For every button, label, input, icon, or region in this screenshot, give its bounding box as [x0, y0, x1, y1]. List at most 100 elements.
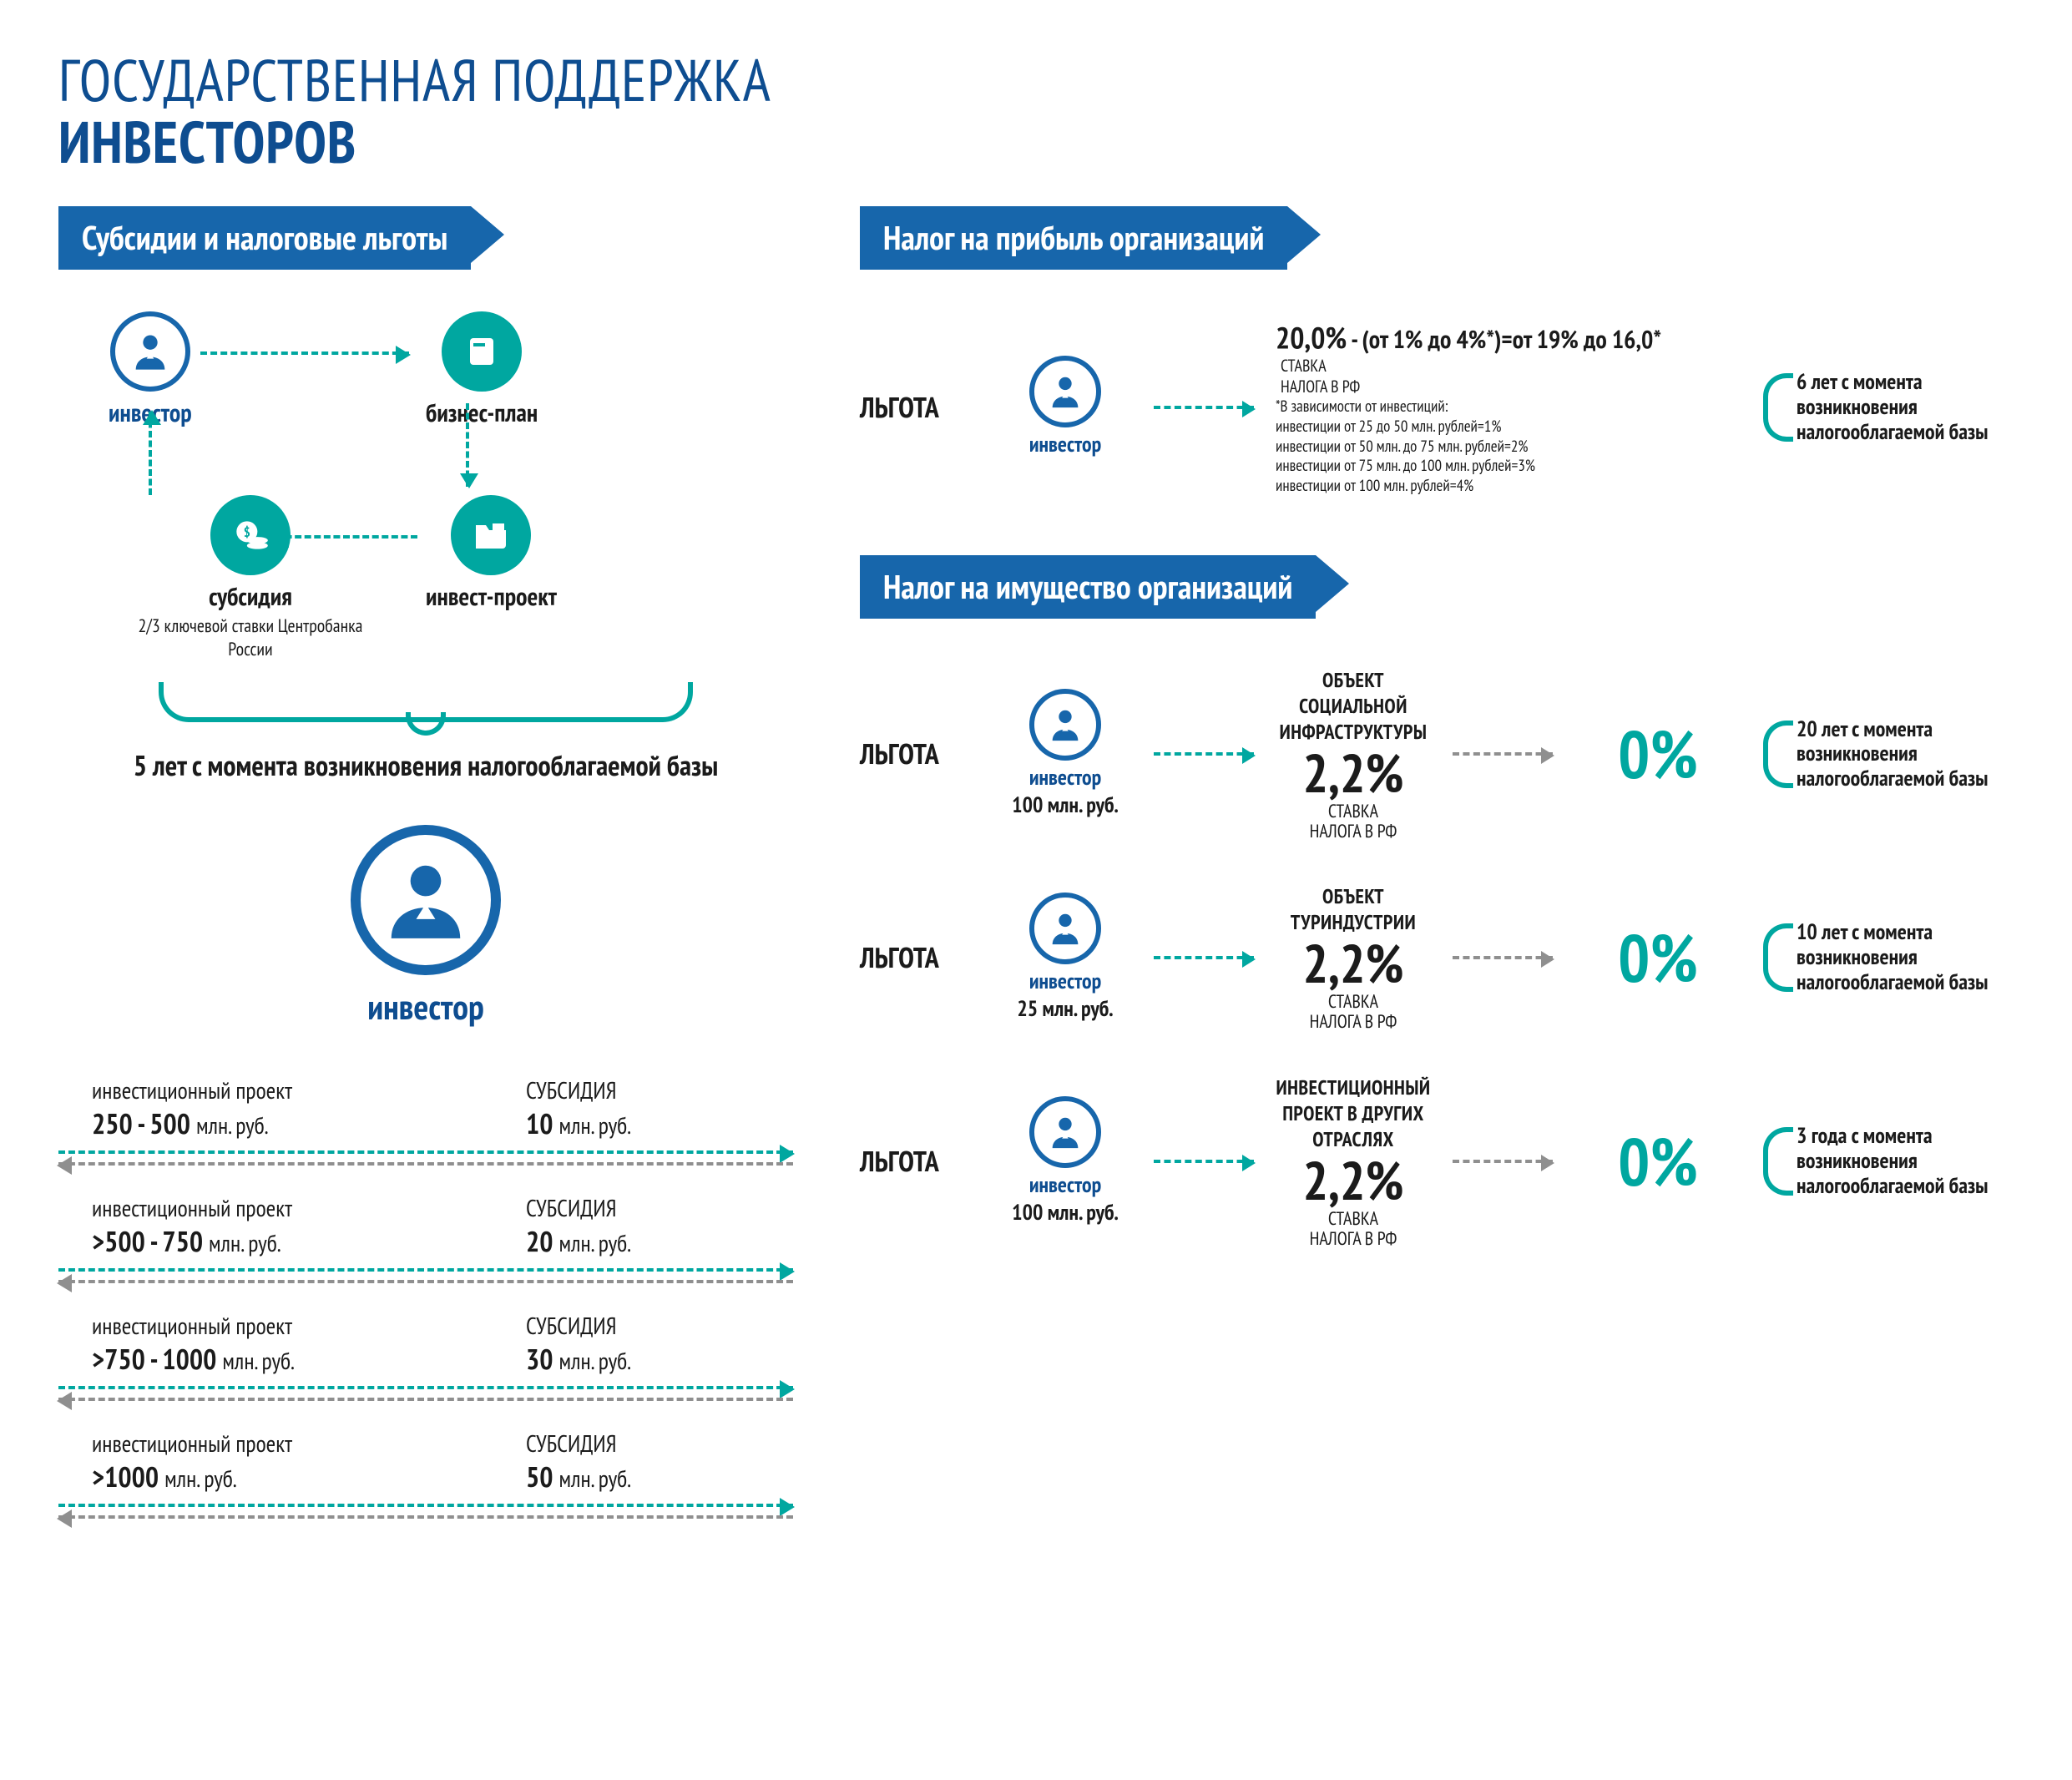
arrow-grey-icon [1453, 1160, 1553, 1163]
tier-proj-label: инвестиционный проект [92, 1075, 467, 1105]
arrow-out-icon [58, 1268, 793, 1272]
big-investor-label: инвестор [58, 984, 793, 1029]
arrow-in-icon [58, 1280, 793, 1283]
property-investor: инвестор 100 млн. руб. [998, 1096, 1132, 1226]
zero-percent: 0% [1574, 711, 1741, 797]
investor-label: инвестор [998, 968, 1132, 995]
arrow-inv-to-plan [200, 351, 409, 355]
property-mid: ОБЪЕКТ СОЦИАЛЬНОЙ ИНФРАСТРУКТУРЫ 2,2% СТ… [1276, 667, 1431, 842]
curly-brace [159, 682, 693, 722]
tier-proj-range: >750 - 1000 млн. руб. [92, 1341, 467, 1378]
investor-amount: 100 млн. руб. [998, 791, 1132, 819]
fnote-line: инвестиции от 100 млн. рублей=4% [1276, 476, 1473, 496]
property-duration: 3 года с момента возникновения налогообл… [1763, 1124, 2014, 1199]
rate-sub: СТАВКАНАЛОГА В РФ [1276, 992, 1431, 1032]
profit-details: 20,0% - (от 1% до 4%*)=от 19% до 16,0* С… [1276, 318, 1741, 497]
investor-icon [1029, 1096, 1101, 1168]
arrow-in-icon [58, 1515, 793, 1519]
fnote-line: инвестиции от 75 млн. до 100 млн. рублей… [1276, 456, 1535, 476]
node-invest-project-label: инвест-проект [426, 580, 557, 613]
property-benefit-row: ЛЬГОТА инвестор 25 млн. руб. ОБЪЕКТ ТУРИ… [860, 883, 2014, 1032]
tier-sub-label: СУБСИДИЯ [526, 1075, 760, 1105]
arrow-in-icon [58, 1162, 793, 1166]
arrow-plan-to-project [466, 403, 469, 487]
rate-value: 2,2% [1276, 1154, 1431, 1207]
subsidy-tiers: инвестиционный проект 250 - 500 млн. руб… [58, 1063, 793, 1534]
tier-sub-amount: 30 млн. руб. [526, 1341, 760, 1378]
arrow-out-icon [58, 1504, 793, 1507]
rate-sub: СТАВКАНАЛОГА В РФ [1276, 1209, 1431, 1249]
node-biz-plan-label: бизнес-план [426, 397, 538, 429]
investor-label: инвестор [998, 431, 1132, 458]
tier-row: инвестиционный проект 250 - 500 млн. руб… [58, 1063, 793, 1181]
tier-proj-range: >500 - 750 млн. руб. [92, 1223, 467, 1260]
ribbon-property-tax: Налог на имущество организаций [860, 555, 1316, 619]
investor-icon [1029, 356, 1101, 427]
object-label: ОБЪЕКТ ТУРИНДУСТРИИ [1276, 883, 1431, 935]
zero-percent: 0% [1574, 1119, 1741, 1205]
profit-benefit-row: ЛЬГОТА инвестор 20,0% - (от 1% до 4%*)=о… [860, 318, 2014, 497]
stavka-label2: НАЛОГА В РФ [1281, 376, 1360, 397]
tier-proj-label: инвестиционный проект [92, 1428, 467, 1459]
arrow-icon [1154, 956, 1254, 959]
left-column: Субсидии и налоговые льготы инвестор биз… [58, 206, 793, 1534]
arrow-subsidy-to-investor [149, 412, 152, 495]
tier-proj-label: инвестиционный проект [92, 1310, 467, 1341]
tag-lgota: ЛЬГОТА [860, 389, 977, 426]
investor-amount: 25 млн. руб. [998, 995, 1132, 1023]
investor-icon [110, 311, 190, 392]
ribbon-profit-tax: Налог на прибыль организаций [860, 206, 1287, 270]
property-investor: инвестор 100 млн. руб. [998, 689, 1132, 819]
property-benefit-row: ЛЬГОТА инвестор 100 млн. руб. ИНВЕСТИЦИО… [860, 1075, 2014, 1249]
arrow-out-icon [58, 1386, 793, 1389]
biz-plan-icon [442, 311, 522, 392]
fnote-line: инвестиции от 25 до 50 млн. рублей=1% [1276, 417, 1501, 437]
arrow-grey-icon [1453, 752, 1553, 756]
property-mid: ОБЪЕКТ ТУРИНДУСТРИИ 2,2% СТАВКАНАЛОГА В … [1276, 883, 1431, 1032]
tier-sub-amount: 10 млн. руб. [526, 1105, 760, 1142]
big-investor: инвестор [58, 825, 793, 1029]
node-biz-plan: бизнес-план [426, 311, 538, 429]
node-subsidy-label: субсидия [134, 580, 367, 613]
tier-proj-range: >1000 млн. руб. [92, 1459, 467, 1495]
right-column: Налог на прибыль организаций ЛЬГОТА инве… [860, 206, 2014, 1534]
object-label: ОБЪЕКТ СОЦИАЛЬНОЙ ИНФРАСТРУКТУРЫ [1276, 667, 1431, 745]
property-benefit-row: ЛЬГОТА инвестор 100 млн. руб. ОБЪЕКТ СОЦ… [860, 667, 2014, 842]
property-rows: ЛЬГОТА инвестор 100 млн. руб. ОБЪЕКТ СОЦ… [860, 667, 2014, 1249]
arrow-project-to-subsidy [275, 535, 417, 539]
tier-sub-label: СУБСИДИЯ [526, 1428, 760, 1459]
tag-lgota: ЛЬГОТА [860, 1143, 977, 1180]
ribbon-subsidies: Субсидии и налоговые льготы [58, 206, 471, 270]
fnote-head: *В зависимости от инвестиций: [1276, 397, 1448, 417]
tier-sub-amount: 50 млн. руб. [526, 1459, 760, 1495]
fnote-line: инвестиции от 50 млн. до 75 млн. рублей=… [1276, 437, 1528, 457]
tier-sub-label: СУБСИДИЯ [526, 1310, 760, 1341]
tier-proj-label: инвестиционный проект [92, 1192, 467, 1223]
investor-label: инвестор [998, 764, 1132, 791]
node-invest-project: инвест-проект [426, 495, 557, 613]
profit-rate: 20,0% [1276, 317, 1347, 357]
property-duration: 20 лет с момента возникновения налогообл… [1763, 717, 2014, 792]
profit-footnote: *В зависимости от инвестиций: инвестиции… [1276, 397, 1741, 497]
rate-value: 2,2% [1276, 746, 1431, 800]
tier-sub-label: СУБСИДИЯ [526, 1192, 760, 1223]
profit-investor: инвестор [998, 356, 1132, 458]
tier-proj-range: 250 - 500 млн. руб. [92, 1105, 467, 1142]
property-investor: инвестор 25 млн. руб. [998, 893, 1132, 1023]
property-mid: ИНВЕСТИЦИОННЫЙ ПРОЕКТ В ДРУГИХ ОТРАСЛЯХ … [1276, 1075, 1431, 1249]
arrow-grey-icon [1453, 956, 1553, 959]
investor-icon [1029, 893, 1101, 964]
invest-project-icon [451, 495, 531, 575]
stavka-label: СТАВКА [1281, 355, 1327, 377]
rate-sub: СТАВКАНАЛОГА В РФ [1276, 802, 1431, 842]
tier-sub-amount: 20 млн. руб. [526, 1223, 760, 1260]
property-duration: 10 лет с момента возникновения налогообл… [1763, 920, 2014, 995]
tag-lgota: ЛЬГОТА [860, 939, 977, 976]
arrow-icon [1154, 752, 1254, 756]
investor-amount: 100 млн. руб. [998, 1199, 1132, 1226]
rate-value: 2,2% [1276, 937, 1431, 990]
tier-row: инвестиционный проект >750 - 1000 млн. р… [58, 1298, 793, 1416]
node-subsidy: $ субсидия 2/3 ключевой ставки Центробан… [134, 495, 367, 661]
arrow-icon [1154, 406, 1254, 409]
profit-duration: 6 лет с момента возникновения налогообла… [1763, 370, 2014, 445]
